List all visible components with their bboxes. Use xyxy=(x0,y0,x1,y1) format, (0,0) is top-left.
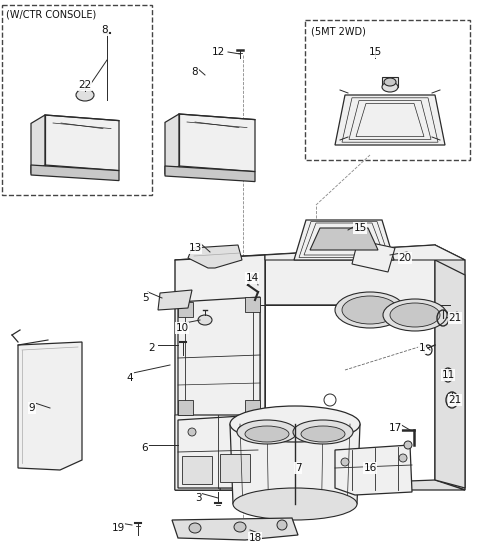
Polygon shape xyxy=(352,240,395,272)
Text: (5MT 2WD): (5MT 2WD) xyxy=(311,26,366,36)
Ellipse shape xyxy=(341,458,349,466)
Polygon shape xyxy=(265,245,465,260)
Text: 15: 15 xyxy=(353,223,367,233)
Text: 9: 9 xyxy=(29,403,36,413)
Polygon shape xyxy=(175,245,450,305)
Ellipse shape xyxy=(384,78,396,86)
Polygon shape xyxy=(435,260,465,488)
Text: 17: 17 xyxy=(388,423,402,433)
Polygon shape xyxy=(158,290,192,310)
Text: 19: 19 xyxy=(111,523,125,533)
Ellipse shape xyxy=(382,82,398,92)
Polygon shape xyxy=(175,480,465,490)
Text: 8: 8 xyxy=(102,25,108,35)
Text: 14: 14 xyxy=(245,273,259,283)
Text: 3: 3 xyxy=(195,493,201,503)
Text: 22: 22 xyxy=(78,80,92,90)
Ellipse shape xyxy=(335,292,405,328)
Text: 4: 4 xyxy=(127,373,133,383)
Polygon shape xyxy=(294,220,394,260)
Bar xyxy=(382,77,398,87)
Text: 11: 11 xyxy=(442,370,455,380)
Bar xyxy=(305,20,470,160)
Polygon shape xyxy=(31,165,119,181)
Text: 18: 18 xyxy=(248,533,262,543)
Ellipse shape xyxy=(399,454,407,462)
Polygon shape xyxy=(178,415,258,488)
Bar xyxy=(220,454,250,482)
Polygon shape xyxy=(435,245,465,490)
Text: (W/CTR CONSOLE): (W/CTR CONSOLE) xyxy=(6,9,96,19)
Polygon shape xyxy=(31,115,45,174)
Polygon shape xyxy=(172,518,298,540)
Bar xyxy=(245,297,260,312)
Text: 5: 5 xyxy=(142,293,148,303)
Polygon shape xyxy=(335,95,445,145)
Ellipse shape xyxy=(188,428,196,436)
Ellipse shape xyxy=(76,89,94,101)
Ellipse shape xyxy=(277,520,287,530)
Ellipse shape xyxy=(245,426,289,442)
Polygon shape xyxy=(165,166,255,181)
Text: 8: 8 xyxy=(192,67,198,77)
Text: 15: 15 xyxy=(368,47,382,57)
Text: 10: 10 xyxy=(175,323,189,333)
Polygon shape xyxy=(175,255,265,490)
Ellipse shape xyxy=(404,441,412,449)
Polygon shape xyxy=(310,228,378,250)
Ellipse shape xyxy=(383,299,447,331)
Ellipse shape xyxy=(238,426,246,434)
Text: 1: 1 xyxy=(419,343,425,353)
Polygon shape xyxy=(188,245,242,268)
Polygon shape xyxy=(179,114,255,171)
Polygon shape xyxy=(230,424,360,504)
Ellipse shape xyxy=(237,420,297,444)
Bar xyxy=(245,400,260,415)
Ellipse shape xyxy=(234,522,246,532)
Polygon shape xyxy=(18,342,82,470)
Polygon shape xyxy=(178,297,260,415)
Ellipse shape xyxy=(198,315,212,325)
Text: 21: 21 xyxy=(448,313,462,323)
Polygon shape xyxy=(220,303,260,490)
Bar xyxy=(182,456,212,484)
Polygon shape xyxy=(335,445,412,495)
Text: 2: 2 xyxy=(149,343,156,353)
Ellipse shape xyxy=(390,303,440,327)
Polygon shape xyxy=(45,115,119,171)
Text: 20: 20 xyxy=(398,253,411,263)
Polygon shape xyxy=(165,114,179,174)
Bar xyxy=(178,302,193,317)
Text: 21: 21 xyxy=(448,395,462,405)
Text: 12: 12 xyxy=(211,47,225,57)
Ellipse shape xyxy=(293,420,353,444)
Bar xyxy=(178,400,193,415)
Ellipse shape xyxy=(230,406,360,442)
Bar xyxy=(2,5,152,195)
Text: 7: 7 xyxy=(295,463,301,473)
Text: 16: 16 xyxy=(363,463,377,473)
Ellipse shape xyxy=(189,523,201,533)
Polygon shape xyxy=(175,410,265,490)
Ellipse shape xyxy=(342,296,398,324)
Ellipse shape xyxy=(233,488,357,520)
Ellipse shape xyxy=(301,426,345,442)
Text: 13: 13 xyxy=(188,243,202,253)
Text: 6: 6 xyxy=(142,443,148,453)
